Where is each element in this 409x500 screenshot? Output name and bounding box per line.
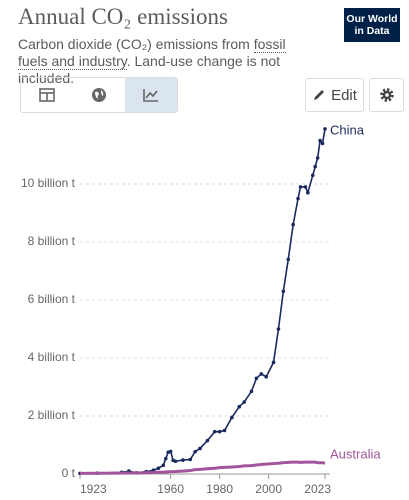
series-label: Australia	[330, 447, 381, 462]
point	[198, 446, 202, 451]
point	[163, 456, 168, 461]
point	[320, 141, 325, 146]
point	[296, 196, 300, 201]
subtitle-text: Carbon dioxide (CO₂) emissions from	[18, 36, 254, 52]
line-icon	[143, 89, 158, 102]
point	[156, 466, 161, 471]
point	[276, 327, 281, 331]
subtitle: Carbon dioxide (CO₂) emissions from foss…	[18, 36, 318, 87]
logo-line: Our World	[346, 13, 398, 25]
point	[259, 372, 264, 376]
subtitle-link[interactable]: fossil fuels and industry	[18, 36, 286, 70]
x-tick-label: 1923	[80, 482, 107, 496]
globe-icon	[92, 88, 106, 102]
point	[230, 415, 234, 420]
point	[298, 185, 303, 189]
subtitle-text: . Land-use change is not included.	[18, 53, 281, 86]
y-tick-label: 6 billion t	[28, 292, 76, 306]
point	[217, 429, 222, 434]
settings-button[interactable]	[369, 78, 404, 112]
point	[193, 449, 197, 454]
point	[310, 173, 315, 178]
chart-tab[interactable]	[125, 78, 177, 112]
point	[306, 190, 310, 195]
view-tabs	[20, 77, 178, 113]
x-tick-label: 2023	[304, 482, 331, 496]
y-tick-label: 4 billion t	[28, 350, 76, 364]
edit-label: Edit	[331, 86, 357, 104]
pencil-icon	[314, 90, 325, 100]
y-tick-label: 10 billion t	[21, 176, 76, 190]
point	[188, 457, 193, 462]
point	[323, 127, 327, 131]
logo[interactable]: Our World in Data	[344, 8, 400, 42]
y-tick-label: 8 billion t	[28, 234, 76, 248]
x-tick-label: 2000	[255, 482, 282, 496]
point	[254, 376, 259, 381]
table-tab[interactable]	[21, 78, 73, 112]
point	[222, 428, 227, 433]
point	[271, 360, 276, 365]
series-line	[79, 460, 326, 475]
point	[205, 438, 210, 443]
point	[315, 156, 320, 160]
point	[318, 138, 322, 143]
point	[242, 400, 246, 404]
edit-button[interactable]: Edit	[305, 78, 364, 112]
gear-icon	[379, 88, 394, 102]
point	[168, 449, 173, 454]
point	[264, 375, 269, 379]
y-tick-label: 0 t	[62, 466, 76, 480]
point	[286, 257, 291, 262]
series-label: China	[330, 122, 365, 137]
point	[303, 185, 308, 189]
point	[313, 164, 318, 169]
point	[173, 459, 178, 464]
table-icon	[39, 88, 55, 102]
point	[249, 389, 254, 394]
x-tick-label: 1980	[206, 482, 233, 496]
logo-line: in Data	[354, 25, 390, 37]
series-line	[79, 128, 326, 475]
title: Annual CO₂ emissions	[18, 4, 228, 29]
map-tab[interactable]	[73, 78, 125, 112]
point	[281, 289, 286, 294]
point	[237, 404, 242, 409]
point	[212, 429, 217, 434]
x-tick-label: 1960	[157, 482, 184, 496]
y-tick-label: 2 billion t	[28, 408, 76, 422]
point	[181, 458, 185, 462]
point	[291, 222, 295, 227]
point	[161, 463, 166, 468]
